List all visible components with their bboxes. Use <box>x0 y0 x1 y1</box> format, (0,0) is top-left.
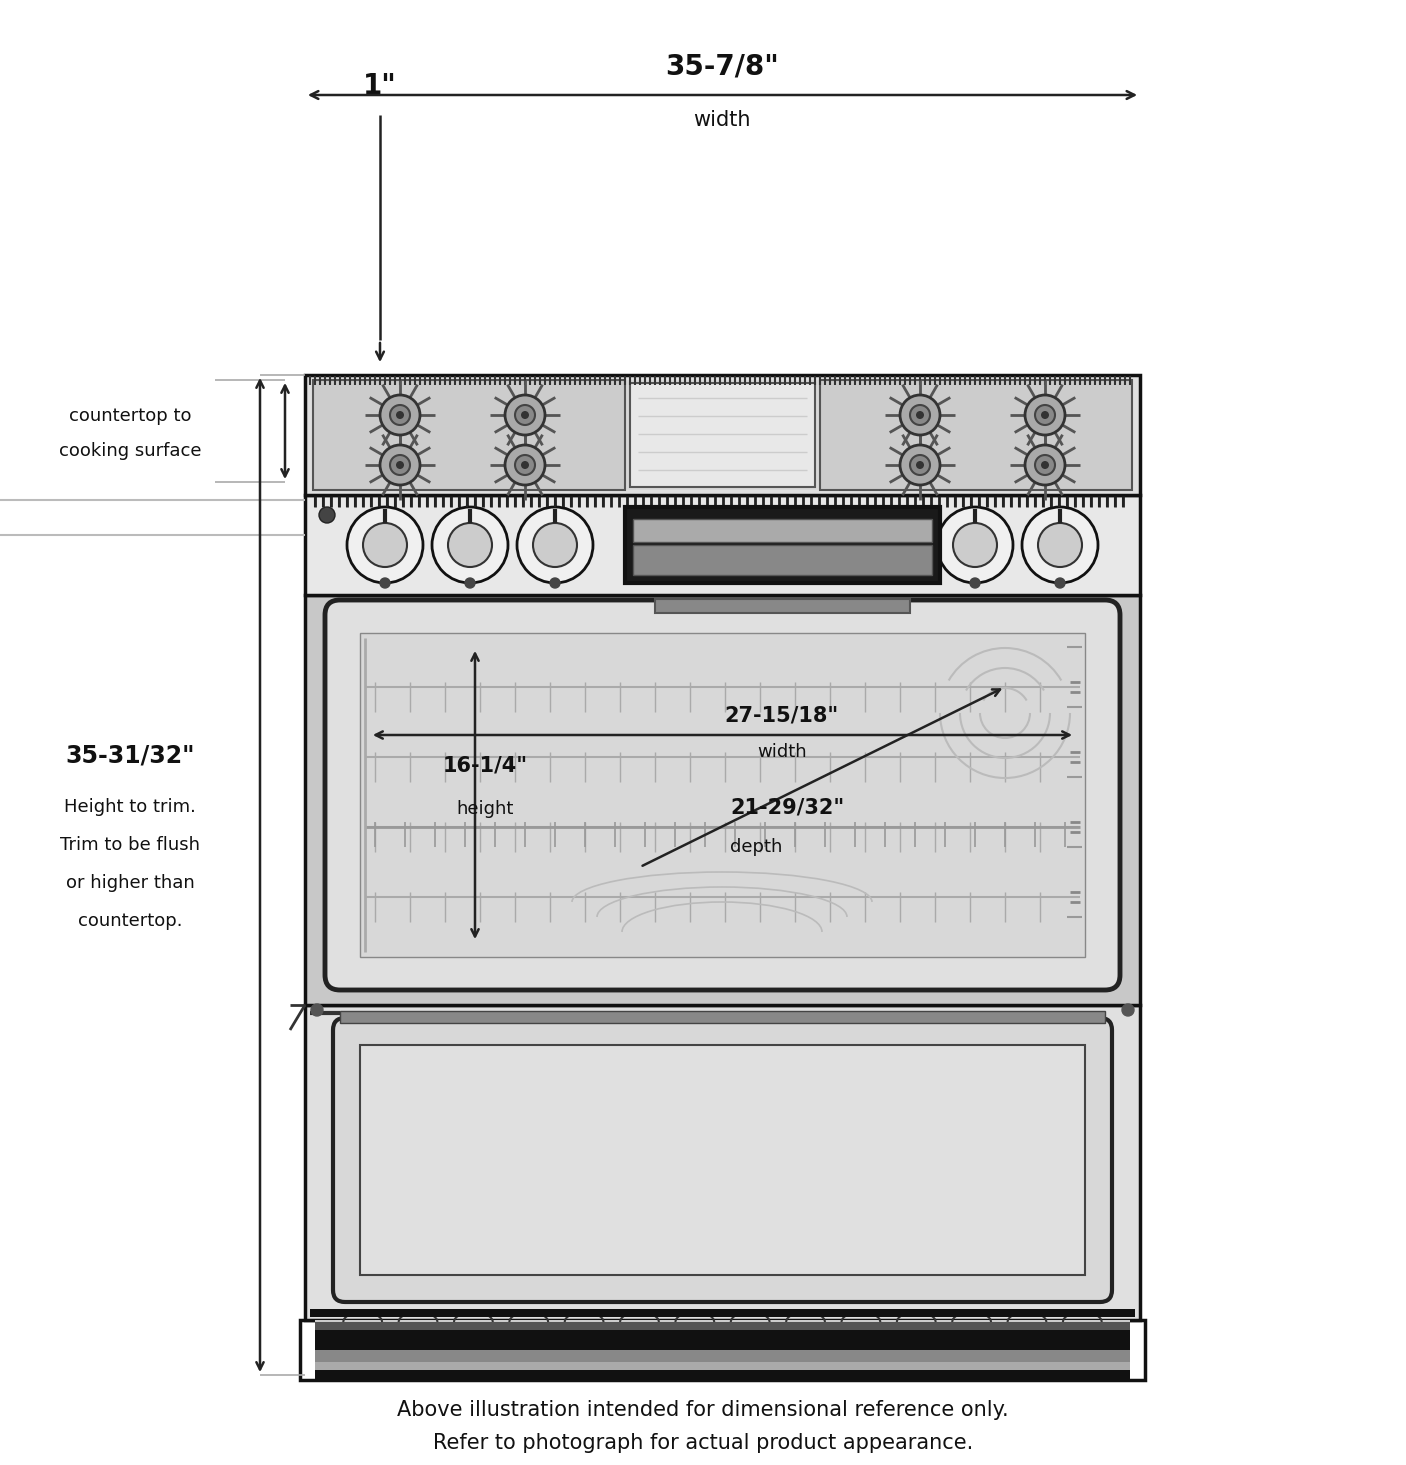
Bar <box>315 1370 1130 1380</box>
Bar <box>315 1321 1130 1330</box>
Circle shape <box>515 404 536 425</box>
Text: 16-1/4": 16-1/4" <box>443 754 527 775</box>
Text: 35-7/8": 35-7/8" <box>665 51 779 81</box>
Text: countertop.: countertop. <box>77 913 183 930</box>
Bar <box>314 379 1132 489</box>
Bar <box>305 495 1140 595</box>
Circle shape <box>517 507 593 583</box>
Bar <box>309 1310 1135 1317</box>
Circle shape <box>1022 507 1098 583</box>
Text: or higher than: or higher than <box>66 875 194 892</box>
Text: Trim to be flush: Trim to be flush <box>60 837 200 854</box>
Bar <box>630 382 815 486</box>
Circle shape <box>550 579 560 587</box>
Circle shape <box>915 412 924 419</box>
Bar <box>315 1351 1130 1362</box>
Circle shape <box>449 523 492 567</box>
Circle shape <box>465 579 475 587</box>
Bar <box>314 379 626 489</box>
Bar <box>305 375 1140 495</box>
Text: width: width <box>693 110 751 130</box>
Circle shape <box>505 445 546 485</box>
Circle shape <box>970 579 980 587</box>
Circle shape <box>380 396 420 435</box>
Circle shape <box>389 404 411 425</box>
Circle shape <box>936 507 1012 583</box>
Text: 27-15/18": 27-15/18" <box>725 705 839 725</box>
Circle shape <box>900 396 941 435</box>
Circle shape <box>380 445 420 485</box>
Text: Height to trim.: Height to trim. <box>65 798 195 816</box>
Bar <box>626 507 941 583</box>
Text: Refer to photograph for actual product appearance.: Refer to photograph for actual product a… <box>433 1433 973 1453</box>
Text: 1": 1" <box>363 72 396 100</box>
Circle shape <box>1054 579 1064 587</box>
Circle shape <box>1038 523 1083 567</box>
Circle shape <box>380 579 389 587</box>
Bar <box>655 599 910 612</box>
Bar <box>305 595 1140 1005</box>
Circle shape <box>347 507 423 583</box>
Circle shape <box>515 456 536 475</box>
Bar <box>633 519 932 542</box>
Bar <box>633 545 932 574</box>
Circle shape <box>363 523 406 567</box>
Circle shape <box>505 396 546 435</box>
Circle shape <box>533 523 576 567</box>
FancyBboxPatch shape <box>325 601 1121 990</box>
Circle shape <box>396 412 404 419</box>
Text: 35-31/32": 35-31/32" <box>65 743 195 768</box>
Circle shape <box>910 456 929 475</box>
Circle shape <box>1040 461 1049 469</box>
Text: height: height <box>457 800 513 817</box>
Circle shape <box>389 456 411 475</box>
Bar <box>305 375 335 1320</box>
Text: depth: depth <box>730 838 782 856</box>
Text: width: width <box>758 743 807 760</box>
Bar <box>820 379 1132 489</box>
Circle shape <box>915 461 924 469</box>
Circle shape <box>396 461 404 469</box>
Circle shape <box>1035 404 1054 425</box>
Circle shape <box>900 445 941 485</box>
Circle shape <box>432 507 508 583</box>
Bar <box>340 1011 1105 1023</box>
Text: Above illustration intended for dimensional reference only.: Above illustration intended for dimensio… <box>396 1401 1010 1420</box>
Bar <box>299 1320 1144 1380</box>
Circle shape <box>319 507 335 523</box>
Bar <box>315 1362 1130 1370</box>
FancyBboxPatch shape <box>333 1018 1112 1302</box>
Text: 21-29/32": 21-29/32" <box>730 797 844 817</box>
Bar <box>360 633 1085 957</box>
Circle shape <box>1040 412 1049 419</box>
Text: countertop to: countertop to <box>69 407 191 425</box>
Circle shape <box>910 404 929 425</box>
Circle shape <box>1122 1004 1135 1017</box>
Circle shape <box>1025 396 1064 435</box>
Text: cooking surface: cooking surface <box>59 442 201 460</box>
Circle shape <box>522 412 529 419</box>
Circle shape <box>953 523 997 567</box>
Bar <box>315 1320 1130 1321</box>
Bar <box>360 1045 1085 1275</box>
Circle shape <box>1035 456 1054 475</box>
Circle shape <box>522 461 529 469</box>
Circle shape <box>311 1004 323 1017</box>
Circle shape <box>1025 445 1064 485</box>
Bar <box>305 1005 1140 1320</box>
Bar <box>315 1330 1130 1351</box>
Bar <box>1109 375 1140 1320</box>
